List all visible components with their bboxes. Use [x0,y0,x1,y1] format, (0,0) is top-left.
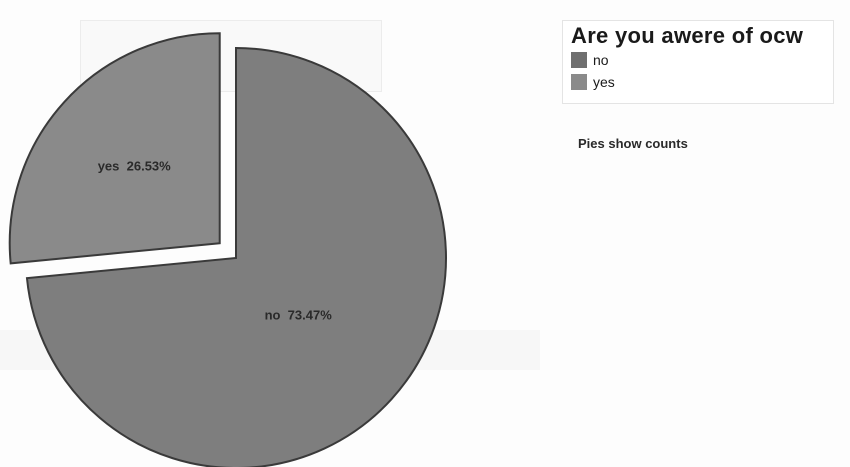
legend-label-yes: yes [593,74,615,90]
legend: Are you awere of ocw no yes [562,20,834,104]
legend-swatch-no [571,52,587,68]
footnote: Pies show counts [578,136,688,151]
legend-item-yes: yes [571,71,825,93]
legend-title: Are you awere of ocw [571,23,804,48]
legend-item-no: no [571,49,825,71]
legend-label-no: no [593,52,609,68]
pie-label-yes: yes 26.53% [98,159,171,174]
legend-swatch-yes [571,74,587,90]
pie-chart: no 73.47% yes 26.53% [8,32,447,467]
pie-slice-yes [8,32,221,265]
pie-slice-no [25,46,447,467]
pie-label-no: no 73.47% [265,307,333,322]
